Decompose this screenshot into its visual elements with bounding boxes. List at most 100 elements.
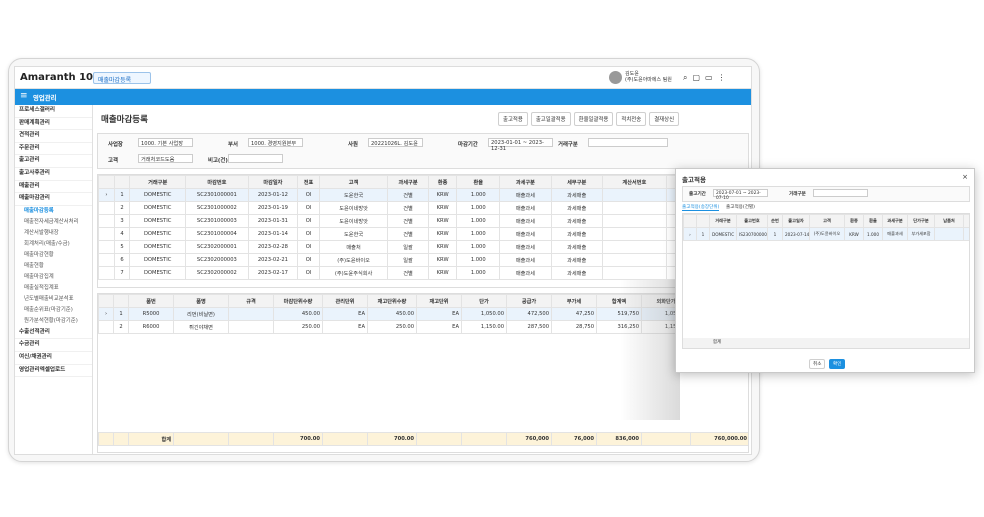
popup-button[interactable]: 취소 [809, 359, 826, 369]
header-cell: 고객 [809, 214, 845, 228]
submenu-item[interactable]: 계산서발행내장 [24, 229, 59, 236]
grid-table: 품번품명규격마감단위수량관리단위재고단위수량재고단위단가공급가부가세합계액외화단… [98, 294, 748, 446]
menu-item[interactable]: 견적관리 [15, 130, 92, 143]
submenu-item[interactable]: 매출실적집계표 [24, 284, 59, 291]
submenu-item[interactable]: 매출마감현황 [24, 251, 54, 258]
submenu-item[interactable]: 년도별매출비교분석표 [24, 295, 74, 302]
cell: 1.000 [456, 266, 501, 280]
button[interactable]: 결재상신 [649, 112, 680, 126]
cell: 매출과세 [499, 201, 552, 215]
grid-row[interactable]: 7 DOMESTIC SC2302000002 2023-02-17 OI (주)도윤주식… [98, 266, 736, 280]
menu-item[interactable]: 프로세스갤러리 [15, 105, 92, 118]
menu-item[interactable]: 매출마감관리 [15, 193, 92, 206]
menu-item[interactable]: 출고관리 [15, 155, 92, 168]
filter-label: 사원 [348, 142, 358, 148]
cell: 매출처 [319, 240, 389, 254]
filter-label: 거래구분 [789, 192, 806, 197]
grid-row[interactable]: 4 DOMESTIC SC2301000004 2023-01-14 OI 도윤한국 건별 K… [98, 227, 736, 241]
submenu-item[interactable]: 매출마감등록 [24, 207, 54, 214]
submenu-item[interactable]: 매출현황 [24, 262, 44, 269]
filter-input[interactable] [813, 189, 868, 197]
filter-input[interactable] [228, 154, 283, 163]
header-cell: 과세구분 [499, 175, 552, 189]
total-cell: 700.00 [273, 432, 323, 446]
total-cell [461, 432, 507, 446]
filter-input[interactable]: 2023-01-01 ~ 2023-12-31 [488, 138, 553, 152]
header-cell: 환종 [427, 175, 458, 189]
submenu-item[interactable]: 매출순위표(마감기준) [24, 306, 73, 313]
popup-tab[interactable]: 출고적용(건별) [726, 205, 755, 210]
menu-item[interactable]: 영업관리엑셀업로드 [15, 365, 92, 378]
cell: 2 [113, 201, 131, 215]
header-cell: 거래구분 [129, 175, 186, 189]
filter-input[interactable]: 1000. 경영지원본부 [248, 138, 303, 147]
button[interactable]: 출고적용 [498, 112, 528, 126]
submenu-item[interactable]: 회계처리(매출/수금) [24, 240, 70, 247]
cell: 도윤한국 [319, 227, 389, 241]
sidebar: 프로세스갤러리 판매계획관리 견적관리 주문관리 출고관리 출고사후관리 매출관리 매출마감관… [15, 105, 93, 454]
header-cell [683, 214, 697, 228]
filter-input[interactable]: 2023-07-01 ~ 2023-07-10 [713, 189, 768, 201]
submenu-item[interactable]: 매출마감집계 [24, 273, 54, 280]
cell: SC2302000002 [184, 266, 249, 280]
cell: DOMESTIC [129, 214, 186, 228]
submenu-item[interactable]: 매출전자세금계산서처리 [24, 218, 79, 225]
button[interactable]: 적치전송 [616, 112, 647, 126]
menu-item[interactable]: 수금관리 [15, 339, 92, 352]
cell: 과세매출 [550, 253, 603, 267]
lower-grid: 품번품명규격마감단위수량관리단위재고단위수량재고단위단가공급가부가세합계액외화단… [97, 293, 749, 453]
total-cell: 760,000.00 [690, 432, 748, 446]
cell: 일괄 [387, 240, 429, 254]
cell: 매출과세 [499, 253, 552, 267]
cell [601, 240, 667, 254]
popup-filter: 출고기간 2023-07-01 ~ 2023-07-10 거래구분 [682, 186, 970, 202]
cell [601, 266, 667, 280]
cell [99, 334, 114, 433]
total-cell [322, 432, 368, 446]
grid-row[interactable]: › 1 DOMESTIC IS2307000001 1 2023-07-14 (주)도윤바이… [683, 227, 969, 241]
grid-row[interactable]: 3 DOMESTIC SC2301000003 2023-01-31 OI 도윤이네방앗 건… [98, 214, 736, 228]
filter-input[interactable]: 20221026L. 김도윤 [368, 138, 423, 147]
grid-table: 거래구분출고번호순번출고일자고객환종환율과세구분단가구분납품처품번품명›1DOM… [683, 214, 969, 241]
cell: 도윤이네방앗 [319, 214, 389, 228]
menu-item[interactable]: 매출관리 [15, 181, 92, 194]
button[interactable]: 출고일괄적용 [530, 112, 571, 126]
menu-item[interactable]: 여신/채권관리 [15, 352, 92, 365]
grid-row[interactable]: 5 DOMESTIC SC2302000001 2023-02-28 OI 매출처 일괄 KR… [98, 240, 736, 254]
menu-icon[interactable]: ≡ [20, 91, 28, 101]
cell: 과세매출 [550, 214, 603, 228]
close-button[interactable]: × [962, 173, 968, 181]
grid-row[interactable]: › 1 DOMESTIC SC2301000001 2023-01-12 OI 도윤한국 건별… [98, 188, 736, 202]
cell: EA [322, 307, 368, 321]
cell [934, 227, 964, 241]
popup-button[interactable]: 확인 [829, 359, 846, 369]
menu-item[interactable]: 주문관리 [15, 143, 92, 156]
grid-row[interactable]: 6 DOMESTIC SC2302000003 2023-02-21 OI (주)도윤바이… [98, 253, 736, 267]
menu-item[interactable]: 출고사후관리 [15, 168, 92, 181]
cell: SC2302000001 [184, 240, 249, 254]
toolbar-icons[interactable]: ⌕▢▭⋮ [683, 73, 731, 82]
cell: 472,500 [506, 307, 552, 321]
cell: 튀긴야채면 [173, 320, 229, 334]
cell [98, 432, 114, 446]
row-marker [98, 253, 115, 267]
filter-input[interactable] [588, 138, 668, 147]
grid-row[interactable]: › 1 R5000 리먼(비닐면) 450.00 EA 450.00 EA 1,050.00 47… [98, 307, 748, 321]
filter-input[interactable]: 거래처코드도움 [138, 154, 193, 163]
cell: KRW [427, 188, 458, 202]
header-cell: 품번 [128, 294, 174, 308]
popup-tab[interactable]: 출고적용(송장단위) [682, 205, 720, 211]
cell: (주)도윤주식회사 [319, 266, 389, 280]
button[interactable]: 환율일괄적용 [573, 112, 614, 126]
filter-input[interactable]: 1000. 기본 사업장 [138, 138, 193, 147]
cell: KRW [427, 240, 458, 254]
menu-item[interactable]: 수출선적관리 [15, 327, 92, 340]
cell: (주)도윤바이오 [809, 227, 845, 241]
total-cell [228, 432, 274, 446]
header-cell: 공급가 [506, 294, 552, 308]
grid-row[interactable]: 2 DOMESTIC SC2301000002 2023-01-19 OI 도윤이네방앗 건… [98, 201, 736, 215]
menu-item[interactable]: 판매계획관리 [15, 118, 92, 131]
submenu-item[interactable]: 원가분석현황(마감기준) [24, 317, 78, 324]
cell: 1 [113, 188, 131, 202]
tab[interactable]: 매출마감등록 [93, 72, 151, 84]
